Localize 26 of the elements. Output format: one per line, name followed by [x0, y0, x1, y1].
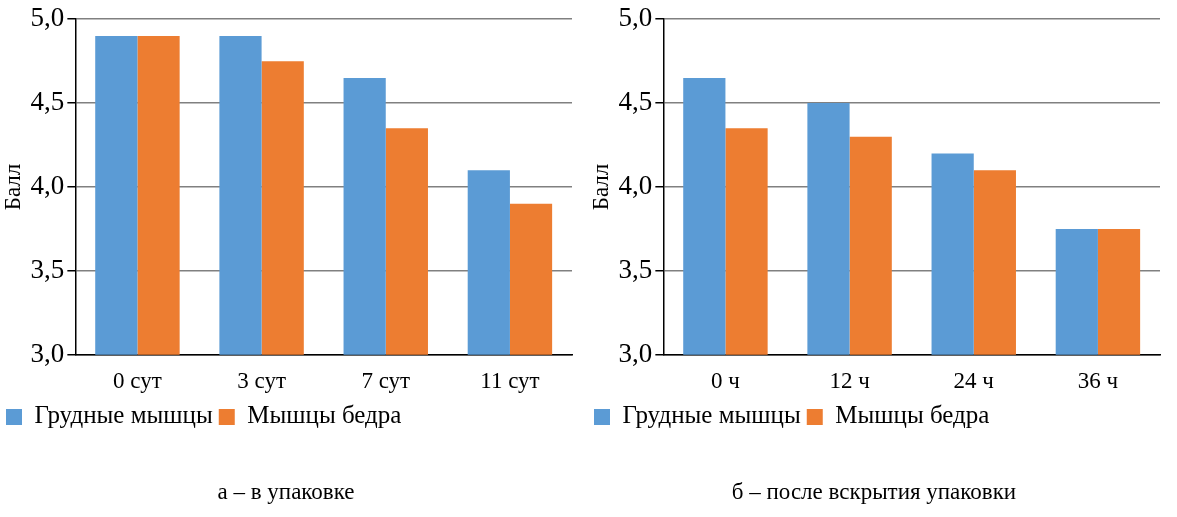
x-tick-label: 24 ч: [953, 367, 995, 393]
x-tick-label: 11 сут: [480, 367, 540, 393]
x-tick-label: 36 ч: [1077, 367, 1119, 393]
legend-label: Мышцы бедра: [835, 401, 990, 429]
y-tick-label: 5,0: [618, 2, 653, 33]
legend-label: Грудные мышцы: [34, 401, 213, 429]
x-tick-label: 7 сут: [361, 367, 411, 393]
x-tick-label: 0 ч: [711, 367, 741, 393]
y-axis-title: Балл: [0, 163, 25, 211]
x-tick-label: 3 сут: [237, 367, 286, 393]
legend-label: Грудные мышцы: [622, 401, 801, 429]
y-tick-label: 3,5: [30, 253, 65, 284]
legend-label: Мышцы бедра: [247, 401, 402, 429]
y-tick-label: 5,0: [30, 2, 65, 33]
y-axis-title: Балл: [587, 163, 613, 211]
y-tick-label: 3,5: [618, 253, 653, 284]
y-tick-label: 3,0: [618, 337, 653, 368]
text: б – после вскрытия упаковки: [731, 479, 1017, 505]
y-tick-label: 4,0: [618, 170, 653, 201]
y-tick-label: 4,5: [618, 86, 653, 117]
text: а – в упаковке: [217, 479, 355, 505]
y-tick-label: 4,0: [30, 170, 65, 201]
x-tick-label: 0 сут: [113, 367, 162, 393]
y-tick-label: 4,5: [30, 86, 65, 117]
x-tick-label: 12 ч: [829, 367, 871, 393]
y-tick-label: 3,0: [30, 337, 65, 368]
